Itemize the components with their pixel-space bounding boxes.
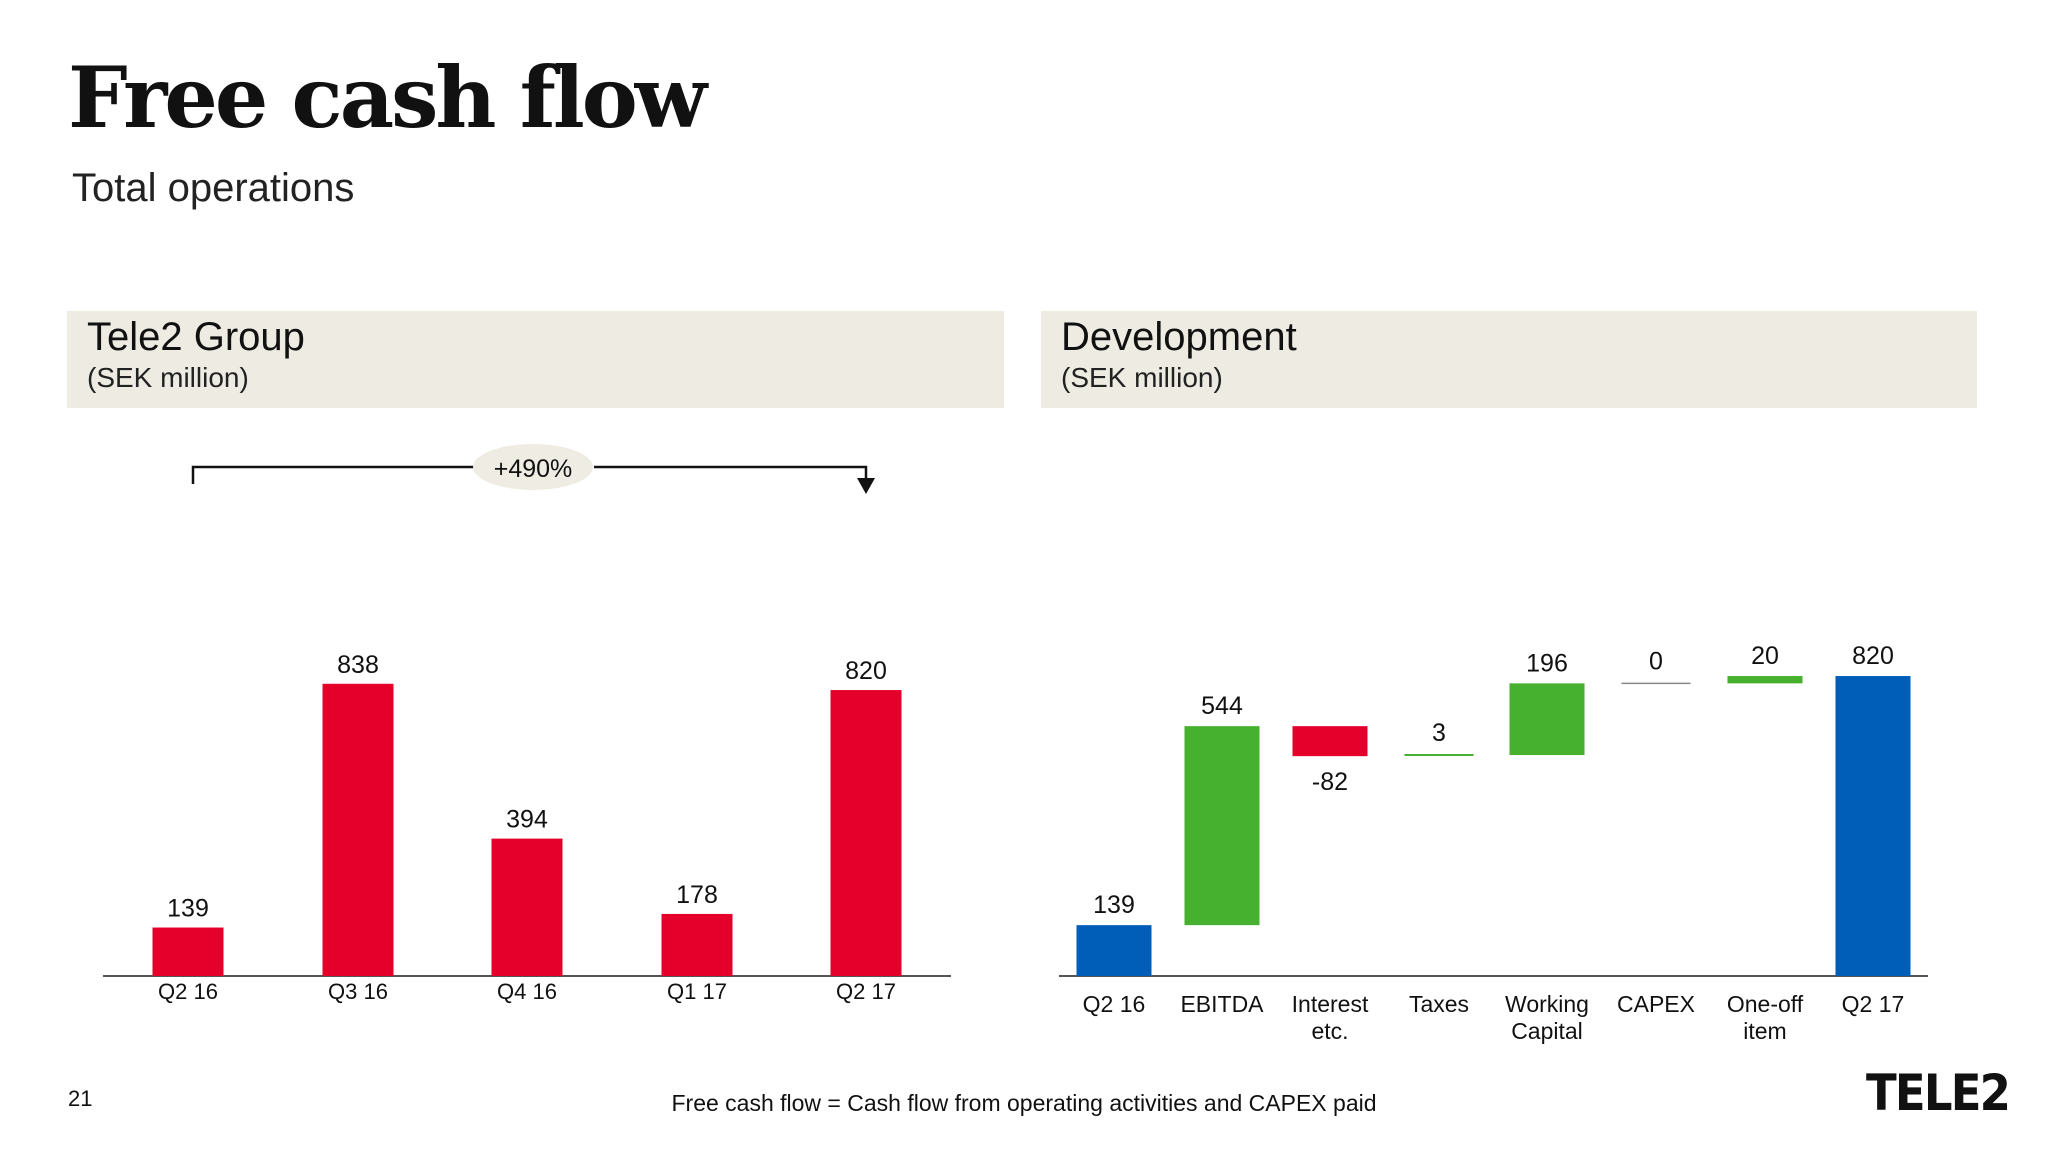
value-label-q2-16: 139: [1093, 891, 1135, 919]
bar-q2-17: [830, 690, 902, 976]
page-title: Free cash flow: [68, 48, 707, 147]
bar-q3-16: [322, 683, 394, 976]
tick-label-taxes: Taxes: [1409, 991, 1469, 1017]
growth-annotation: +490%: [191, 444, 875, 494]
value-label-one-off-item: 20: [1751, 642, 1779, 670]
tick-label-q3-16: Q3 16: [328, 979, 388, 1004]
page-subtitle: Total operations: [72, 166, 355, 210]
tick-label-capex: CAPEX: [1617, 991, 1695, 1017]
growth-label: +490%: [494, 455, 573, 483]
value-label-ebitda: 544: [1201, 692, 1243, 720]
bar-q2-16: [152, 927, 224, 976]
panel-header-tele2-group: Tele2 Group (SEK million): [67, 311, 1004, 408]
tick-label-one-off-item-line-1: One-off: [1727, 991, 1804, 1017]
panel-title: Tele2 Group: [87, 315, 305, 359]
tele2-logo: TELE2: [1866, 1064, 2011, 1122]
tick-label-q1-17: Q1 17: [667, 979, 727, 1004]
panel-title: Development: [1061, 315, 1297, 359]
tick-label-q2-16: Q2 16: [1083, 991, 1146, 1017]
value-label-q4-16: 394: [506, 806, 548, 834]
bar-ebitda: [1184, 726, 1260, 926]
growth-bracket-left: [191, 465, 478, 484]
tick-label-interest-etc-line-1: Interest: [1292, 991, 1369, 1017]
panel-unit: (SEK million): [1061, 362, 1223, 393]
value-label-capex: 0: [1649, 647, 1663, 675]
footnote: Free cash flow = Cash flow from operatin…: [671, 1090, 1377, 1116]
panel-unit: (SEK million): [87, 362, 249, 393]
value-label-interest-etc: -82: [1312, 768, 1348, 796]
value-label-q1-17: 178: [676, 881, 718, 909]
tick-label-q2-17: Q2 17: [1842, 991, 1905, 1017]
tick-label-interest-etc-line-2: etc.: [1311, 1018, 1348, 1044]
tick-label-ebitda: EBITDA: [1180, 991, 1264, 1017]
value-label-q2-17: 820: [1852, 642, 1894, 670]
bar-working-capital: [1509, 683, 1585, 756]
value-label-q2-16: 139: [167, 895, 209, 923]
value-label-q3-16: 838: [337, 651, 379, 679]
tick-label-q2-16: Q2 16: [158, 979, 218, 1004]
tick-label-one-off-item-line-2: item: [1743, 1018, 1786, 1044]
bar-interest-etc: [1292, 726, 1368, 757]
tick-label-working-capital-line-1: Working: [1505, 991, 1589, 1017]
tick-label-working-capital-line-2: Capital: [1511, 1018, 1583, 1044]
bar-one-off-item: [1727, 676, 1803, 684]
bar-q1-17: [661, 913, 733, 976]
page-number: 21: [68, 1086, 93, 1111]
tick-label-q2-17: Q2 17: [836, 979, 896, 1004]
growth-bracket-right: [594, 465, 868, 480]
value-label-q2-17: 820: [845, 657, 887, 685]
bar-q4-16: [491, 838, 563, 976]
value-label-taxes: 3: [1432, 719, 1446, 747]
bar-q2-17: [1835, 676, 1911, 976]
tick-label-q4-16: Q4 16: [497, 979, 557, 1004]
growth-arrowhead: [857, 478, 875, 494]
tele2-group-bar-chart: 139 Q2 16 838 Q3 16 394 Q4 16 178 Q1 17 820 Q2 17: [103, 651, 951, 1004]
growth-bubble: [473, 444, 593, 490]
bar-q2-16: [1076, 925, 1152, 976]
value-label-working-capital: 196: [1526, 649, 1568, 677]
panel-header-development: Development (SEK million): [1041, 311, 1977, 408]
